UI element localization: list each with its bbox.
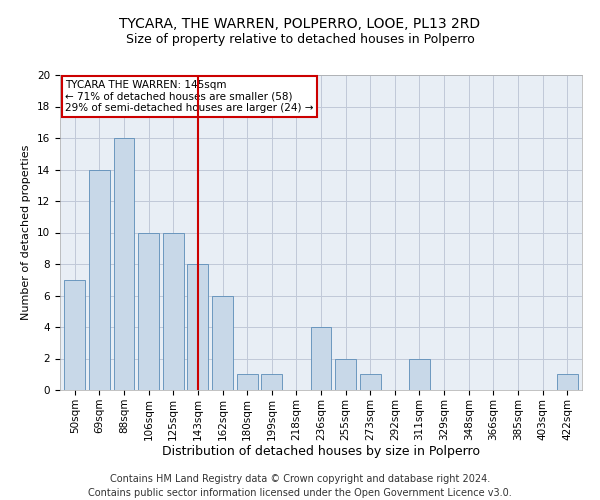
Bar	[557, 374, 578, 390]
Bar	[64, 280, 85, 390]
Bar	[261, 374, 282, 390]
Bar	[236, 374, 257, 390]
Text: TYCARA THE WARREN: 145sqm
← 71% of detached houses are smaller (58)
29% of semi-: TYCARA THE WARREN: 145sqm ← 71% of detac…	[65, 80, 314, 113]
X-axis label: Distribution of detached houses by size in Polperro: Distribution of detached houses by size …	[162, 446, 480, 458]
Bar	[311, 327, 331, 390]
Text: Size of property relative to detached houses in Polperro: Size of property relative to detached ho…	[125, 32, 475, 46]
Bar	[360, 374, 381, 390]
Bar	[335, 358, 356, 390]
Bar	[212, 296, 233, 390]
Bar	[89, 170, 110, 390]
Bar	[163, 232, 184, 390]
Bar	[187, 264, 208, 390]
Bar	[138, 232, 159, 390]
Text: TYCARA, THE WARREN, POLPERRO, LOOE, PL13 2RD: TYCARA, THE WARREN, POLPERRO, LOOE, PL13…	[119, 18, 481, 32]
Text: Contains HM Land Registry data © Crown copyright and database right 2024.
Contai: Contains HM Land Registry data © Crown c…	[88, 474, 512, 498]
Y-axis label: Number of detached properties: Number of detached properties	[22, 145, 31, 320]
Bar	[409, 358, 430, 390]
Bar	[113, 138, 134, 390]
